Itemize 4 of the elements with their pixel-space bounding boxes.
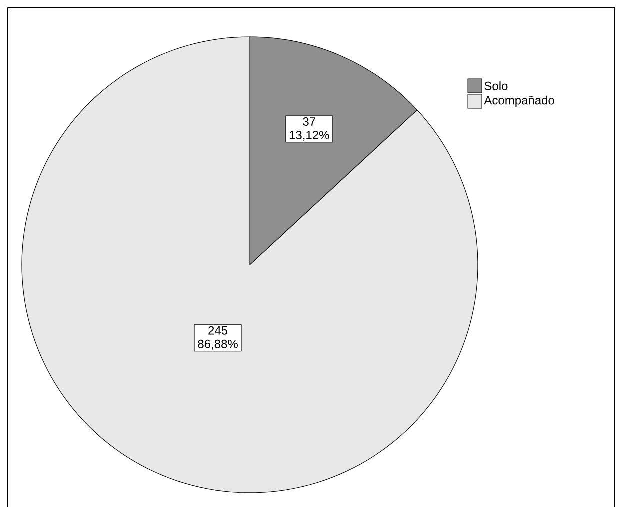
legend-label: Solo [484,82,508,90]
data-label: 245 86,88% [198,326,238,350]
legend-label: Acompañado [484,96,554,108]
data-label: 37 13,12% [290,118,330,141]
